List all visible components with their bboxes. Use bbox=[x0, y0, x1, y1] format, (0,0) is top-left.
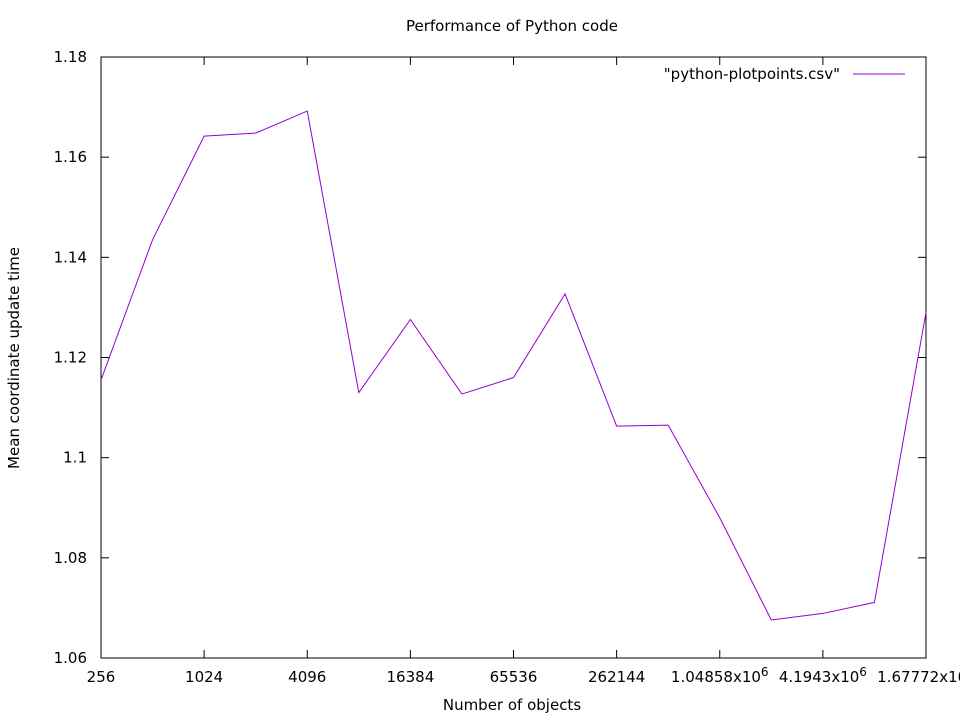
data-point bbox=[204, 136, 205, 137]
data-point bbox=[513, 377, 514, 378]
y-tick-label: 1.12 bbox=[54, 349, 87, 367]
series-layer bbox=[100, 110, 927, 621]
axis-ticks: 1.06 1.08 1.1 1.12 1.14 1.16 1.18 256 1024 4096 16… bbox=[54, 48, 960, 686]
y-tick-label: 1.06 bbox=[54, 649, 87, 667]
x-tick-exponent: 6 bbox=[761, 665, 769, 679]
x-tick-label: 65536 bbox=[490, 668, 538, 686]
data-point bbox=[668, 425, 669, 426]
data-point bbox=[616, 426, 617, 427]
y-tick-label: 1.18 bbox=[54, 48, 87, 66]
data-point bbox=[101, 380, 102, 381]
y-tick-label: 1.14 bbox=[54, 248, 87, 266]
x-tick-label: 256 bbox=[87, 668, 116, 686]
plot-frame bbox=[100, 56, 927, 659]
legend: "python-plotpoints.csv" bbox=[664, 65, 905, 83]
chart-title: Performance of Python code bbox=[406, 17, 618, 35]
x-tick-label: 262144 bbox=[588, 668, 645, 686]
legend-label: "python-plotpoints.csv" bbox=[664, 65, 840, 83]
data-point bbox=[410, 319, 411, 320]
x-tick-label: 1.67772x106 bbox=[877, 665, 960, 686]
data-point bbox=[307, 111, 308, 112]
data-point bbox=[461, 394, 462, 395]
y-tick-label: 1.16 bbox=[54, 148, 87, 166]
data-point bbox=[719, 517, 720, 518]
data-point bbox=[822, 613, 823, 614]
x-tick-label: 4096 bbox=[288, 668, 326, 686]
x-tick-label: 1.04858x106 bbox=[671, 665, 769, 686]
x-axis-label: Number of objects bbox=[443, 696, 581, 714]
data-point bbox=[926, 312, 927, 313]
data-point bbox=[255, 133, 256, 134]
data-point bbox=[565, 293, 566, 294]
x-tick-exponent: 6 bbox=[859, 665, 867, 679]
data-point bbox=[874, 602, 875, 603]
x-tick-label: 4.1943x106 bbox=[779, 665, 867, 686]
x-tick-label: 1024 bbox=[185, 668, 223, 686]
y-axis-label: Mean coordinate update time bbox=[5, 247, 23, 469]
x-tick-label: 16384 bbox=[387, 668, 435, 686]
y-tick-label: 1.08 bbox=[54, 549, 87, 567]
series-line bbox=[100, 110, 927, 621]
data-point bbox=[358, 392, 359, 393]
data-point bbox=[152, 239, 153, 240]
data-point bbox=[771, 619, 772, 620]
y-tick-label: 1.1 bbox=[63, 449, 87, 467]
